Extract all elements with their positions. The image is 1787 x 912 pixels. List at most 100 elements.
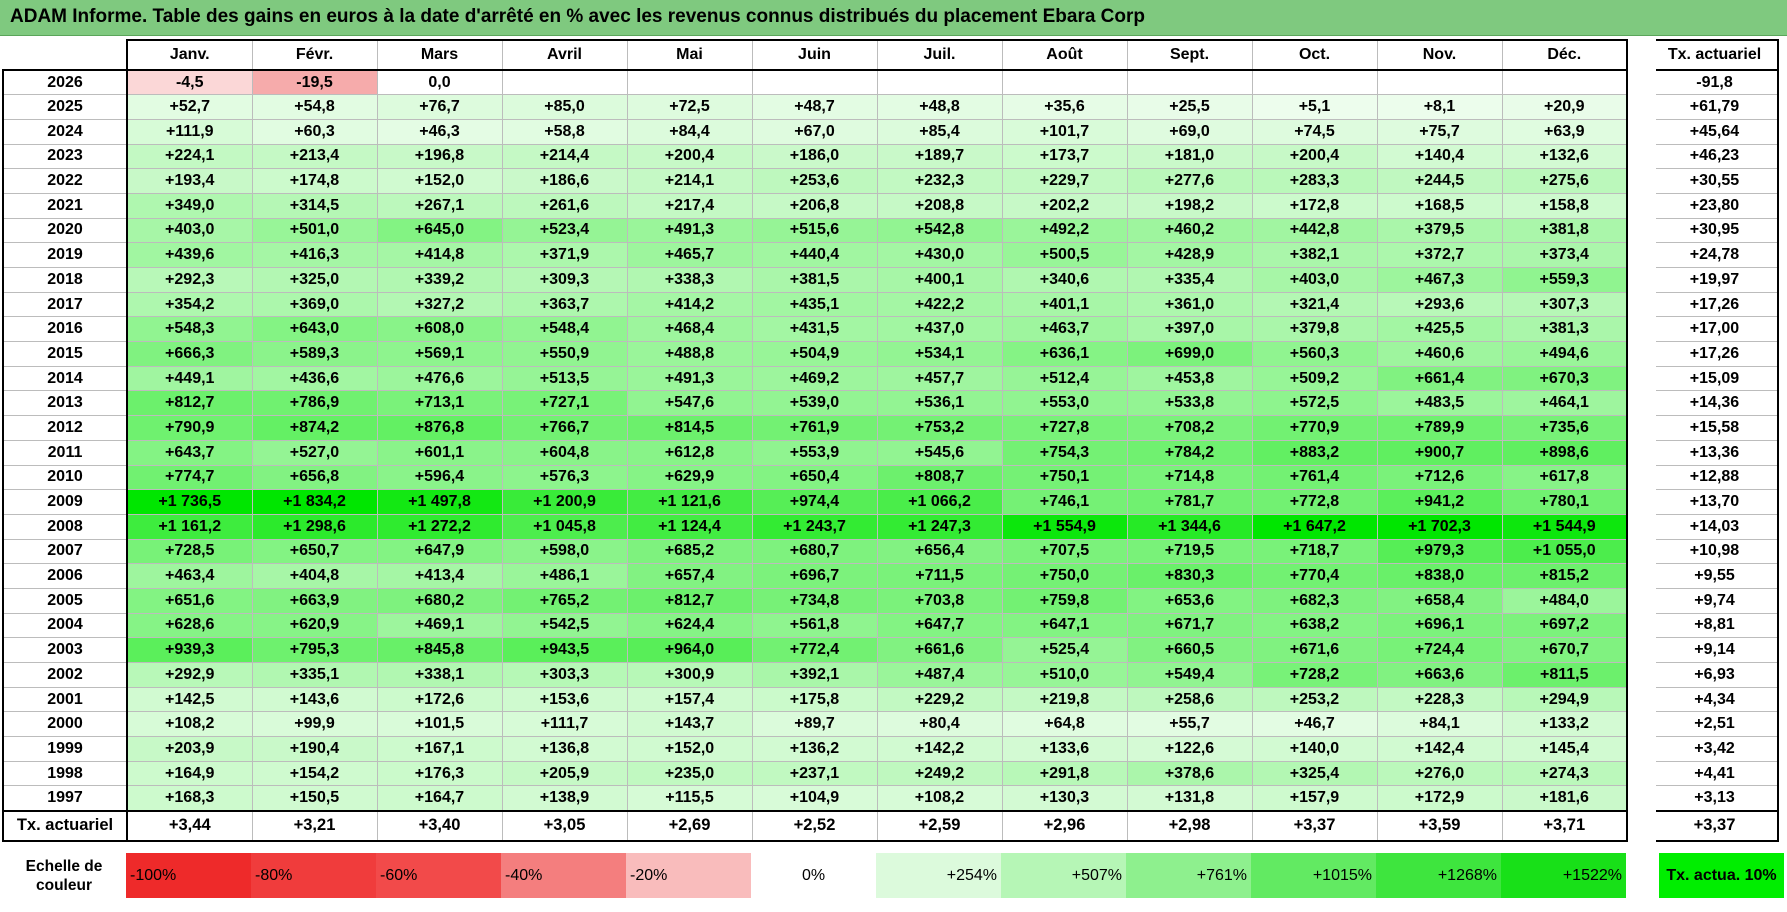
value-cell: +604,8 <box>501 439 628 466</box>
value-cell: +643,7 <box>126 439 253 466</box>
tx-cell: +24,78 <box>1650 242 1779 268</box>
value-cell: +132,6 <box>1501 143 1628 170</box>
value-cell: +80,4 <box>876 711 1003 738</box>
value-cell: +624,4 <box>626 612 753 639</box>
value-cell: +838,0 <box>1376 563 1503 589</box>
value-cell: +172,6 <box>376 686 503 713</box>
value-cell: +774,7 <box>126 464 253 491</box>
value-cell: +208,8 <box>876 192 1003 219</box>
value-cell: +74,5 <box>1251 118 1378 145</box>
table-row: 2003 +939,3 +795,3 +845,8 +943,5 +964,0 +772,4… <box>2 637 1779 663</box>
value-cell: +335,4 <box>1126 267 1253 293</box>
value-cell: +397,0 <box>1126 316 1253 343</box>
value-cell: +416,3 <box>251 242 378 268</box>
value-cell: +340,6 <box>1001 267 1128 293</box>
table-row: 2000 +108,2 +99,9 +101,5 +111,7 +143,7 +89,7 +8… <box>2 711 1779 738</box>
value-cell: +1 702,3 <box>1376 513 1503 540</box>
tx-cell: +3,13 <box>1650 785 1779 812</box>
value-cell: -19,5 <box>251 69 378 96</box>
value-cell: +789,9 <box>1376 415 1503 441</box>
value-cell: +1 200,9 <box>501 489 628 515</box>
value-cell: +1 161,2 <box>126 513 253 540</box>
year-cell: 2008 <box>2 513 128 540</box>
value-cell: +142,2 <box>876 736 1003 762</box>
year-cell: 2015 <box>2 341 128 367</box>
tx-cell: +12,88 <box>1650 464 1779 491</box>
value-cell: +598,0 <box>501 538 628 565</box>
value-cell: +549,4 <box>1126 662 1253 688</box>
tx-cell: +15,58 <box>1650 415 1779 441</box>
tx-cell: +19,97 <box>1650 267 1779 293</box>
value-cell: +142,5 <box>126 686 253 713</box>
table-row: 2002 +292,9 +335,1 +338,1 +303,3 +300,9 +392,1… <box>2 662 1779 688</box>
value-cell <box>1126 69 1253 96</box>
value-cell: +274,3 <box>1501 760 1628 787</box>
value-cell: +939,3 <box>126 637 253 663</box>
table-row: 2004 +628,6 +620,9 +469,1 +542,5 +624,4 +561,8… <box>2 612 1779 639</box>
value-cell: +488,8 <box>626 341 753 367</box>
value-cell: +307,3 <box>1501 291 1628 318</box>
value-cell: +164,7 <box>376 785 503 812</box>
value-cell: +414,8 <box>376 242 503 268</box>
value-cell: +111,7 <box>501 711 628 738</box>
value-cell: +294,9 <box>1501 686 1628 713</box>
legend-swatch: -40% <box>501 853 626 898</box>
value-cell: +84,4 <box>626 118 753 145</box>
value-cell: +491,3 <box>626 365 753 392</box>
table-row: 2021 +349,0 +314,5 +267,1 +261,6 +217,4 +206,8… <box>2 192 1779 219</box>
year-cell: 2006 <box>2 563 128 589</box>
value-cell: +392,1 <box>751 662 878 688</box>
value-cell: +656,8 <box>251 464 378 491</box>
value-cell: +492,2 <box>1001 217 1128 244</box>
value-cell: +84,1 <box>1376 711 1503 738</box>
corner-cell <box>3 40 128 71</box>
value-cell: +759,8 <box>1001 587 1128 614</box>
value-cell: +325,0 <box>251 267 378 293</box>
value-cell: +52,7 <box>126 94 253 120</box>
value-cell: +20,9 <box>1501 94 1628 120</box>
value-cell: +657,4 <box>626 563 753 589</box>
value-cell <box>1251 69 1378 96</box>
value-cell: +111,9 <box>126 118 253 145</box>
year-cell: 2021 <box>2 192 128 219</box>
value-cell: +153,6 <box>501 686 628 713</box>
value-cell: +545,6 <box>876 439 1003 466</box>
value-cell <box>876 69 1003 96</box>
value-cell: +1 298,6 <box>251 513 378 540</box>
value-cell: +808,7 <box>876 464 1003 491</box>
value-cell: +753,2 <box>876 415 1003 441</box>
legend-swatch: -60% <box>376 853 501 898</box>
year-cell: 2004 <box>2 612 128 639</box>
value-cell: +430,0 <box>876 242 1003 268</box>
footer-value: +2,96 <box>1001 809 1128 842</box>
value-cell: +1 544,9 <box>1501 513 1628 540</box>
value-cell: +176,3 <box>376 760 503 787</box>
tx-cell: +61,79 <box>1650 94 1779 120</box>
value-cell: +133,6 <box>1001 736 1128 762</box>
value-cell: +193,4 <box>126 168 253 194</box>
year-cell: 2014 <box>2 365 128 392</box>
value-cell: +696,1 <box>1376 612 1503 639</box>
tx-cell: +9,55 <box>1650 563 1779 589</box>
tx-cell: +10,98 <box>1650 538 1779 565</box>
value-cell: +422,2 <box>876 291 1003 318</box>
value-cell: +727,8 <box>1001 415 1128 441</box>
value-cell <box>501 69 628 96</box>
value-cell: +636,1 <box>1001 341 1128 367</box>
value-cell: +534,1 <box>876 341 1003 367</box>
footer-value: +3,44 <box>126 809 253 842</box>
value-cell: +707,5 <box>1001 538 1128 565</box>
value-cell: +143,6 <box>251 686 378 713</box>
page-title: ADAM Informe. Table des gains en euros à… <box>10 6 1146 27</box>
value-cell: +874,2 <box>251 415 378 441</box>
value-cell: +435,1 <box>751 291 878 318</box>
value-cell: +900,7 <box>1376 439 1503 466</box>
value-cell: +974,4 <box>751 489 878 515</box>
tx-cell: +13,36 <box>1650 439 1779 466</box>
value-cell: +200,4 <box>1251 143 1378 170</box>
value-cell: +381,8 <box>1501 217 1628 244</box>
value-cell: +650,7 <box>251 538 378 565</box>
value-cell: +943,5 <box>501 637 628 663</box>
value-cell: +711,5 <box>876 563 1003 589</box>
value-cell: +437,0 <box>876 316 1003 343</box>
